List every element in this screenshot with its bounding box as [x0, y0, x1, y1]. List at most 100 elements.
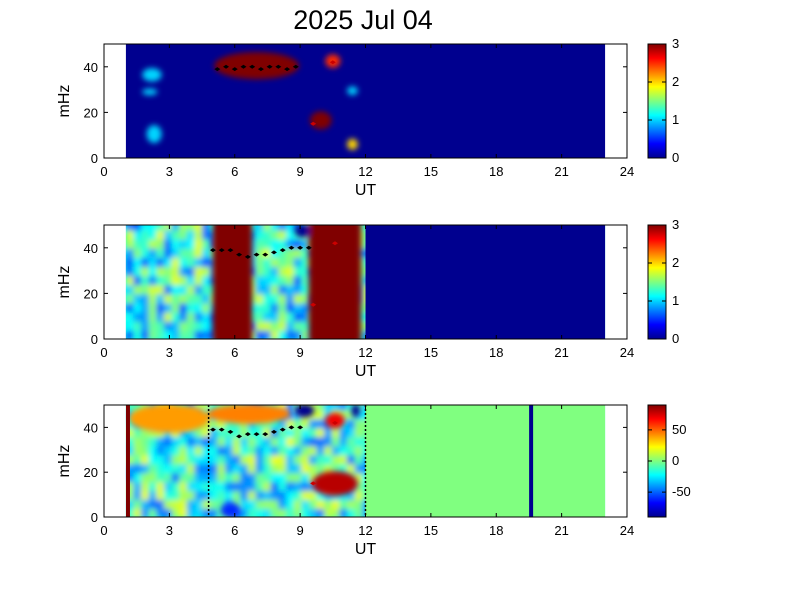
texture-cell	[324, 508, 333, 517]
texture-cell	[148, 225, 158, 231]
texture-cell	[163, 238, 173, 249]
feature-blob	[214, 52, 299, 80]
texture-cell	[255, 225, 265, 231]
y-tick-label: 20	[84, 286, 98, 301]
texture-cell	[156, 490, 165, 501]
colorbar	[647, 43, 667, 159]
texture-cell	[301, 427, 310, 438]
texture-cell	[186, 481, 196, 492]
texture-cell	[247, 481, 257, 492]
texture-cell	[171, 481, 181, 492]
texture-cell	[263, 284, 272, 295]
texture-cell	[270, 508, 280, 517]
marker-point	[270, 429, 277, 434]
texture-cell	[148, 499, 158, 510]
texture-cell	[179, 427, 188, 438]
texture-cell	[278, 302, 287, 313]
texture-cell	[156, 320, 165, 331]
texture-cell	[156, 302, 165, 313]
texture-cell	[179, 481, 188, 492]
texture-cell	[232, 490, 242, 501]
heatmap-image	[125, 405, 606, 517]
y-tick-label: 0	[91, 510, 98, 525]
texture-cell	[247, 508, 257, 517]
texture-cell	[171, 266, 181, 277]
texture-cell	[141, 481, 150, 492]
texture-cell	[232, 427, 242, 438]
texture-cell	[285, 225, 295, 231]
texture-cell	[163, 436, 173, 447]
texture-cell	[308, 436, 318, 447]
texture-cell	[247, 472, 257, 483]
texture-cell	[285, 320, 295, 331]
texture-cell	[179, 454, 188, 465]
texture-cell	[301, 320, 310, 331]
marker-point	[209, 248, 216, 253]
texture-cell	[255, 238, 265, 249]
texture-cell	[263, 490, 272, 501]
texture-cell	[263, 266, 272, 277]
texture-cell	[293, 284, 303, 295]
texture-cell	[301, 275, 310, 286]
texture-cell	[278, 284, 287, 295]
texture-cell	[255, 463, 265, 474]
texture-cell	[194, 302, 204, 313]
texture-cell	[148, 311, 158, 322]
texture-cell	[186, 256, 196, 268]
texture-cell	[141, 427, 150, 438]
x-tick-label: 6	[231, 164, 238, 179]
texture-cell	[324, 490, 333, 501]
marker-point	[218, 248, 225, 253]
texture-cell	[156, 247, 165, 258]
features	[142, 52, 358, 150]
texture-cell	[255, 481, 265, 492]
texture-cell	[171, 225, 181, 231]
texture-cell	[308, 463, 318, 474]
texture-cell	[339, 436, 348, 447]
texture-cell	[232, 463, 242, 474]
x-tick-label: 15	[424, 523, 438, 538]
texture-cell	[346, 499, 356, 510]
texture-cell	[125, 418, 135, 429]
texture-cell	[125, 508, 135, 517]
texture-cell	[141, 247, 150, 258]
texture-cell	[301, 472, 310, 483]
texture-cell	[163, 256, 173, 268]
x-tick-label: 12	[358, 345, 372, 360]
texture-cell	[263, 472, 272, 483]
texture-cell	[301, 499, 310, 510]
texture-cell	[156, 311, 165, 322]
colorbar	[647, 224, 667, 340]
texture-cell	[278, 293, 287, 304]
marker-point	[227, 429, 234, 434]
marker-point	[231, 67, 238, 72]
figure-title: 2025 Jul 04	[293, 5, 433, 35]
texture-cell	[263, 302, 272, 313]
feature-blob	[294, 405, 315, 418]
texture-cell	[171, 256, 181, 268]
texture-cell	[278, 445, 287, 456]
texture-cell	[232, 454, 242, 465]
texture-cell	[148, 508, 158, 517]
texture-cell	[301, 284, 310, 295]
texture-cell	[278, 472, 287, 483]
texture-cell	[209, 405, 219, 411]
texture-cell	[301, 293, 310, 304]
texture-cell	[141, 266, 150, 277]
texture-cell	[255, 329, 265, 339]
texture-cell	[346, 436, 356, 447]
texture-cell	[316, 405, 326, 411]
texture-cell	[171, 320, 181, 331]
texture-cell	[186, 508, 196, 517]
texture-cell	[255, 275, 265, 286]
texture-cell	[133, 266, 143, 277]
texture-cell	[285, 293, 295, 304]
texture-cell	[346, 508, 356, 517]
texture-cell	[156, 436, 165, 447]
y-axis-label: mHz	[56, 85, 73, 118]
x-tick-label: 21	[554, 523, 568, 538]
marker-point	[288, 425, 295, 430]
texture-cell	[133, 247, 143, 258]
texture-cell	[141, 311, 150, 322]
texture-cell	[179, 266, 188, 277]
